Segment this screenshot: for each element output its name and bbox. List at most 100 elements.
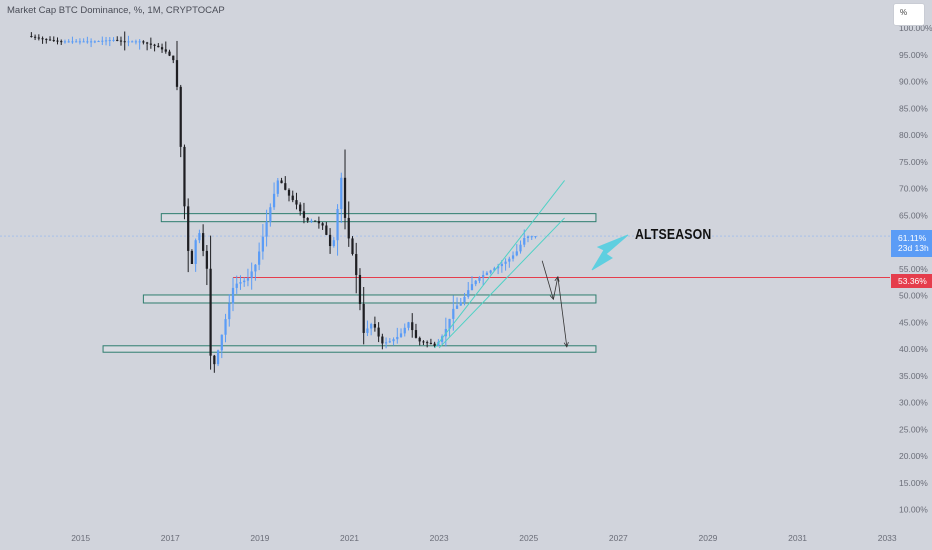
- channel-lines[interactable]: [434, 180, 565, 349]
- candle-body: [396, 336, 399, 340]
- zone-boxes[interactable]: [102, 213, 597, 353]
- x-axis[interactable]: 2015 2017 2019 2021 2023 2025 2027 2029 2031 2033: [71, 533, 897, 543]
- candle-body: [328, 234, 332, 247]
- candle-body: [489, 270, 492, 273]
- candle-body: [407, 322, 410, 328]
- candle-body: [426, 342, 429, 344]
- altseason-pointer-arrow: [591, 234, 629, 271]
- projection-arrows[interactable]: [541, 234, 629, 348]
- candle-body: [519, 244, 522, 252]
- candle-body: [145, 42, 149, 44]
- candle-body: [75, 41, 78, 43]
- candle-body: [332, 240, 335, 247]
- candle-body: [60, 41, 63, 43]
- y-tick-label: 70.00%: [899, 184, 928, 194]
- candle-body: [534, 236, 537, 238]
- y-tick-label: 50.00%: [899, 291, 928, 301]
- candle-body: [343, 177, 347, 218]
- y-tick-label: 90.00%: [899, 77, 928, 87]
- candle-body: [231, 287, 235, 304]
- current-price-tag: 61.11% 23d 13h: [891, 230, 932, 257]
- candle-body: [172, 55, 175, 61]
- projection-arrowhead: [563, 341, 569, 348]
- candle-body: [209, 268, 212, 356]
- candle-body: [299, 204, 302, 212]
- support-level-tag: 53.36%: [891, 274, 932, 288]
- x-tick-label: 2015: [71, 533, 90, 543]
- candle-body: [399, 333, 403, 337]
- candle-body: [220, 334, 223, 351]
- candle-body: [444, 328, 447, 337]
- candle-body: [373, 324, 377, 328]
- candle-body: [463, 296, 466, 303]
- candle-body: [228, 303, 231, 320]
- candle-body: [239, 282, 242, 284]
- y-tick-label: 20.00%: [899, 451, 928, 461]
- y-tick-label: 45.00%: [899, 317, 928, 327]
- candle-body: [403, 327, 406, 334]
- candle-body: [306, 217, 309, 221]
- candle-body: [138, 41, 141, 43]
- candle-body: [433, 343, 436, 346]
- candle-body: [37, 37, 40, 39]
- zone-box: [160, 213, 597, 223]
- candle-body: [254, 264, 257, 272]
- y-tick-label: 30.00%: [899, 398, 928, 408]
- candle-body: [243, 280, 246, 283]
- candle-body: [112, 39, 115, 41]
- y-tick-label: 35.00%: [899, 371, 928, 381]
- x-tick-label: 2025: [519, 533, 538, 543]
- candle-body: [276, 180, 279, 194]
- candle-body: [108, 40, 111, 42]
- candle-body: [500, 263, 503, 267]
- candle-body: [459, 302, 462, 306]
- candle-body: [355, 254, 358, 275]
- symbol-title[interactable]: Market Cap BTC Dominance, %, 1M, CRYPTOC…: [7, 5, 225, 16]
- y-tick-label: 10.00%: [899, 505, 928, 515]
- candle-body: [377, 327, 380, 337]
- candle-body: [194, 240, 197, 264]
- candle-body: [414, 330, 418, 338]
- candle-body: [422, 341, 425, 343]
- candle-body: [33, 36, 37, 38]
- x-tick-label: 2023: [430, 533, 449, 543]
- altseason-annotation[interactable]: ALTSEASON: [635, 226, 712, 243]
- candle-body: [336, 209, 339, 241]
- candle-body: [493, 268, 496, 271]
- candle-body: [97, 41, 100, 43]
- candle-body: [104, 40, 108, 42]
- candle-body: [168, 51, 171, 56]
- candle-body: [381, 336, 384, 344]
- y-tick-label: 85.00%: [899, 103, 928, 113]
- scale-button[interactable]: %: [893, 3, 925, 26]
- channel-line: [434, 180, 565, 349]
- candle-body: [179, 86, 182, 147]
- candle-body: [149, 43, 152, 45]
- candle-body: [515, 251, 518, 256]
- candle-body: [291, 195, 294, 201]
- candle-body: [347, 217, 350, 239]
- candle-body: [224, 319, 227, 335]
- projection-arrow: [541, 260, 554, 300]
- candle-body: [56, 40, 59, 42]
- candle-body: [119, 40, 123, 42]
- candle-body: [187, 206, 190, 251]
- candle-body: [153, 44, 156, 46]
- x-tick-label: 2033: [878, 533, 897, 543]
- candle-body: [478, 277, 481, 281]
- y-axis[interactable]: 10.00% 15.00% 20.00% 25.00% 30.00% 35.00% 40.0…: [899, 23, 932, 515]
- candle-body: [67, 41, 70, 43]
- candle-body: [470, 284, 474, 291]
- candle-body: [302, 211, 306, 218]
- candle-body: [63, 41, 67, 43]
- candle-body: [131, 41, 134, 43]
- x-tick-label: 2017: [161, 533, 180, 543]
- projection-arrow: [557, 276, 568, 347]
- candle-body: [45, 38, 48, 40]
- candle-body: [190, 250, 194, 264]
- candle-body: [265, 221, 268, 237]
- candle-body: [366, 328, 369, 333]
- candle-body: [202, 233, 205, 251]
